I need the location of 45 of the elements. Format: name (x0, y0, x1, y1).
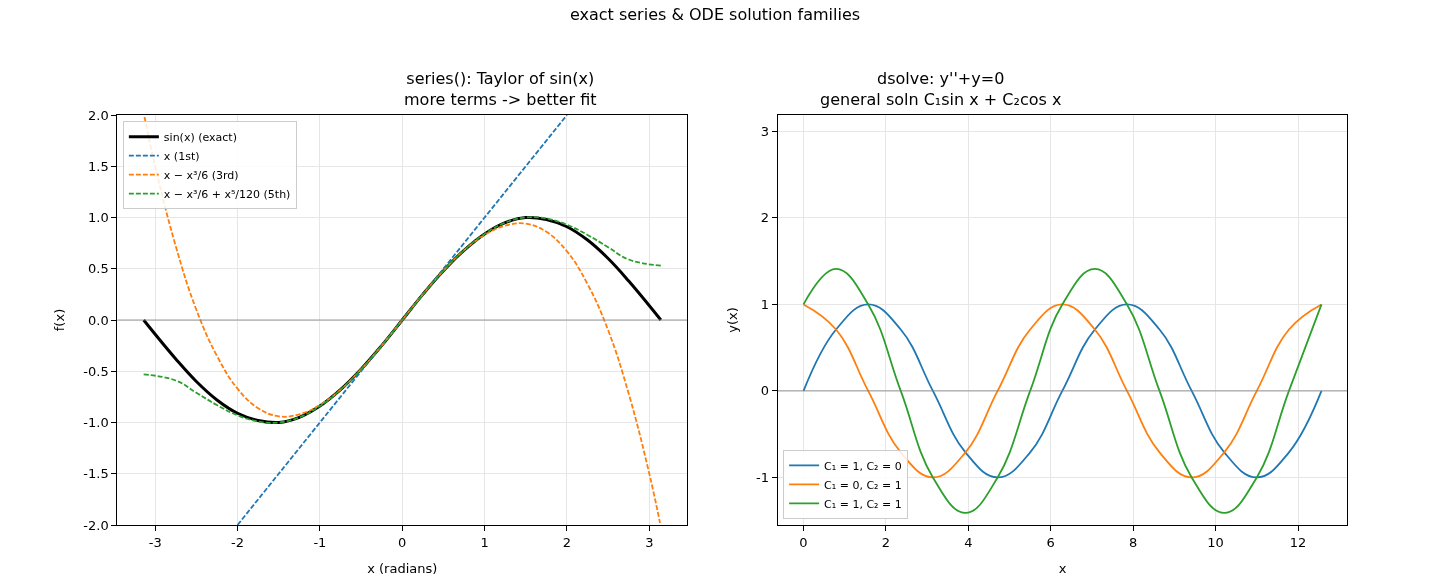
x-tick-label: -3 (148, 534, 162, 550)
y-tick-label: -2.0 (83, 517, 109, 533)
x-tick-label: 3 (645, 534, 654, 550)
x-tick-label: 10 (1207, 534, 1224, 550)
y-tick-label: -1.5 (83, 466, 109, 482)
y-axis-title: f(x) (52, 308, 68, 332)
x-tick-label: 1 (480, 534, 489, 550)
x-tick-label: 0 (799, 534, 808, 550)
x-tick-label: -1 (313, 534, 327, 550)
x-axis-title: x (1058, 561, 1067, 577)
chart-title: series(): Taylor of sin(x) more terms -> better fit (404, 69, 597, 109)
line-series (802, 268, 1323, 514)
y-tick-label: -1.0 (83, 415, 109, 431)
y-tick-label: 0.5 (88, 261, 109, 277)
text: exact series & ODE solution families (569, 4, 861, 24)
y-tick-label: -1 (755, 469, 769, 485)
line-series (143, 116, 661, 524)
x-tick-label: -2 (231, 534, 245, 550)
x-tick-label: 8 (1129, 534, 1138, 550)
legend-label: x − x³/6 (3rd) (163, 168, 239, 182)
y-tick-label: 0 (760, 383, 769, 399)
y-axis-title: y(x) (724, 307, 740, 333)
legend-label: C₁ = 0, C₂ = 1 (824, 478, 902, 492)
y-tick-label: 1.5 (88, 158, 109, 174)
legend-label: C₁ = 1, C₂ = 0 (824, 459, 902, 473)
y-tick-label: 1 (760, 296, 769, 312)
legend-label: sin(x) (exact) (163, 130, 237, 144)
y-tick-label: 1.0 (88, 210, 109, 226)
x-tick-label: 2 (562, 534, 572, 550)
line-series (802, 303, 1323, 479)
y-tick-label: 0.0 (88, 312, 109, 328)
legend-label: x − x³/6 + x⁵/120 (5th) (163, 187, 291, 201)
y-tick-label: -0.5 (83, 363, 109, 379)
legend-label: x (1st) (163, 149, 200, 163)
legend-label: C₁ = 1, C₂ = 1 (824, 497, 902, 511)
y-tick-label: 3 (760, 123, 769, 139)
x-axis-title: x (radians) (367, 561, 438, 577)
chart-title: dsolve: y''+y=0 general soln C₁sin x + C₂cos x (820, 69, 1062, 109)
y-tick-label: 2 (760, 210, 769, 226)
x-tick-label: 6 (1046, 534, 1055, 550)
x-tick-label: 2 (881, 534, 891, 550)
x-tick-label: 4 (964, 534, 973, 550)
y-tick-label: 2.0 (88, 107, 109, 123)
x-tick-label: 12 (1289, 534, 1307, 550)
x-tick-label: 0 (398, 534, 407, 550)
